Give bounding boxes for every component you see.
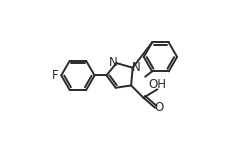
Text: N: N [108, 56, 117, 69]
Text: O: O [154, 101, 163, 114]
Text: F: F [52, 69, 58, 82]
Text: N: N [131, 61, 140, 74]
Text: OH: OH [148, 78, 166, 91]
